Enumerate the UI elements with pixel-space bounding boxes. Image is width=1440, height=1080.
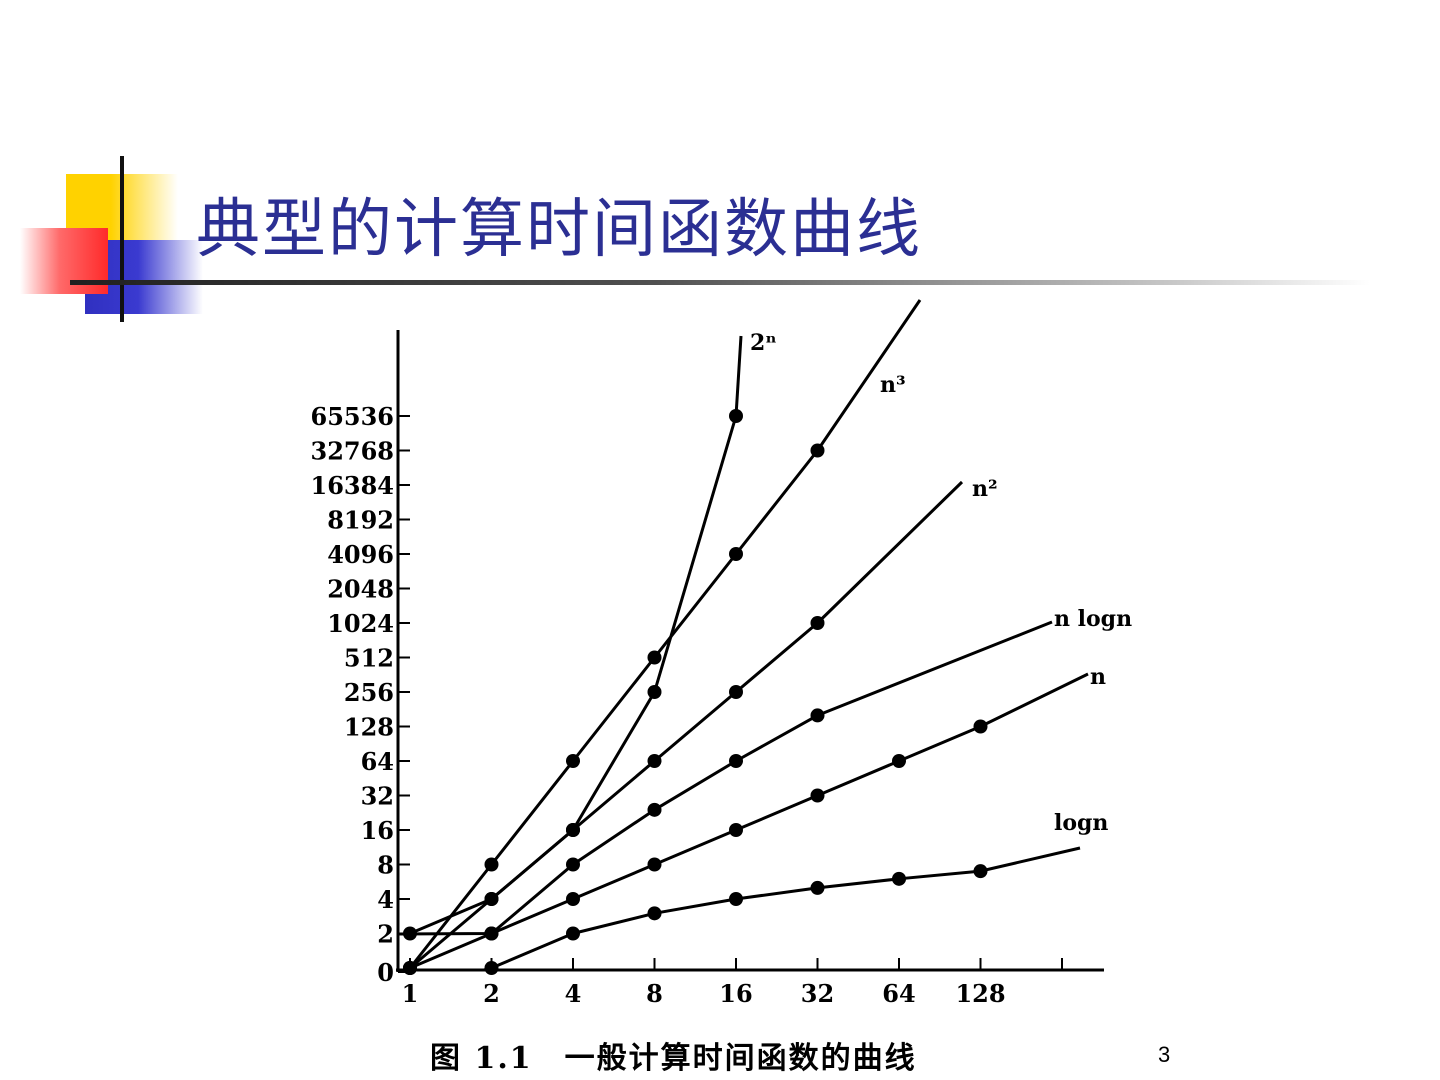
y-tick-label: 16 xyxy=(361,816,394,845)
y-tick-label: 8192 xyxy=(327,506,394,535)
data-point xyxy=(566,754,580,768)
data-point xyxy=(729,685,743,699)
series-label: n xyxy=(1090,664,1106,690)
data-point xyxy=(403,926,417,941)
data-point xyxy=(566,926,580,941)
data-point xyxy=(892,871,906,886)
data-point xyxy=(810,708,825,723)
y-tick-label: 1024 xyxy=(327,609,394,638)
data-point xyxy=(729,754,743,768)
data-point xyxy=(566,823,580,837)
y-axis-ticks: 0 2 4 8 16 32 64 128 256 512 1024 2048 4096 8192 16384… xyxy=(311,402,410,987)
x-tick-label: 16 xyxy=(719,979,752,1008)
data-point xyxy=(810,616,825,630)
slide-title: 典型的计算时间函数曲线 xyxy=(196,193,922,267)
data-point xyxy=(729,409,743,423)
chart-axes xyxy=(396,330,1104,972)
data-point xyxy=(566,857,580,872)
x-tick-label: 32 xyxy=(801,979,834,1008)
data-point xyxy=(647,685,662,699)
y-tick-label: 64 xyxy=(361,747,394,776)
series-label: logn xyxy=(1054,810,1108,836)
data-point xyxy=(973,864,988,879)
y-tick-label: 8 xyxy=(377,851,394,880)
data-point xyxy=(647,754,662,768)
y-tick-label: 512 xyxy=(344,644,394,673)
x-tick-label: 4 xyxy=(565,979,582,1008)
data-point xyxy=(647,906,662,921)
data-point xyxy=(810,880,825,895)
data-point xyxy=(484,892,499,906)
data-point xyxy=(973,719,988,734)
chart-caption: 图 1.1 一般计算时间函数的曲线 xyxy=(430,1041,917,1076)
data-point xyxy=(810,788,825,803)
data-point xyxy=(647,857,662,872)
series-label: n³ xyxy=(880,372,906,398)
y-tick-label: 32 xyxy=(361,782,394,811)
slide-number: 3 xyxy=(1158,1042,1171,1067)
series-labels: 2ⁿ n³ n² n logn n logn xyxy=(750,330,1132,836)
title-underline xyxy=(70,280,1370,285)
data-point xyxy=(729,892,743,906)
y-tick-label: 2 xyxy=(377,920,394,949)
series-line xyxy=(409,335,743,935)
data-point xyxy=(484,857,499,872)
y-tick-label: 128 xyxy=(344,713,394,742)
y-tick-label: 4096 xyxy=(327,540,394,569)
y-tick-label: 0 xyxy=(377,958,394,987)
x-tick-label: 128 xyxy=(955,979,1005,1008)
series-label: n² xyxy=(972,476,998,502)
x-tick-label: 2 xyxy=(483,979,500,1008)
x-tick-label: 8 xyxy=(646,979,663,1008)
data-point xyxy=(484,961,499,975)
data-point xyxy=(729,823,743,837)
data-point xyxy=(647,650,662,665)
y-tick-label: 32768 xyxy=(311,437,395,466)
data-point xyxy=(892,754,906,768)
series-line xyxy=(397,620,1053,936)
data-point xyxy=(484,926,499,941)
x-axis-ticks: 1 2 4 8 16 32 64 128 xyxy=(402,958,1063,1008)
data-point xyxy=(647,802,662,817)
vertical-deco-line xyxy=(120,156,124,322)
series-label: 2ⁿ xyxy=(750,330,777,356)
data-point xyxy=(566,892,580,906)
series-label: n logn xyxy=(1054,606,1132,632)
data-point xyxy=(403,961,417,975)
y-tick-label: 16384 xyxy=(311,471,395,500)
series-points xyxy=(403,409,988,975)
data-point xyxy=(729,547,743,561)
x-tick-label: 64 xyxy=(882,979,915,1008)
y-tick-label: 2048 xyxy=(327,575,394,604)
y-tick-label: 4 xyxy=(377,885,394,914)
series-line xyxy=(409,672,1089,970)
data-point xyxy=(810,443,825,458)
y-tick-label: 65536 xyxy=(311,402,395,431)
y-tick-label: 256 xyxy=(344,678,394,707)
x-tick-label: 1 xyxy=(402,979,419,1008)
